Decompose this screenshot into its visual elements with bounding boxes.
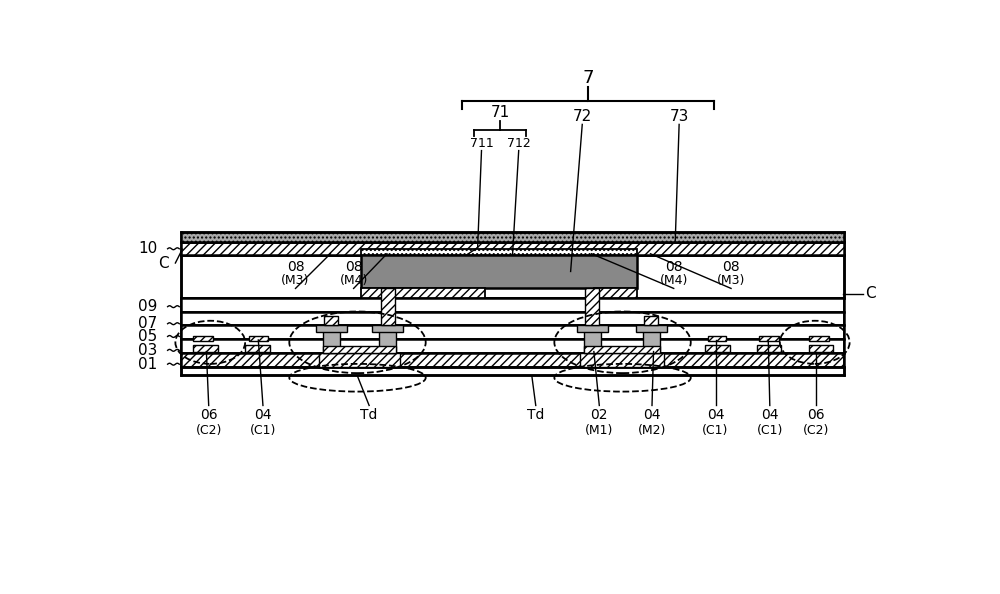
Bar — [181, 326, 844, 339]
Text: (M4): (M4) — [339, 274, 368, 287]
Bar — [193, 345, 218, 352]
Text: (M2): (M2) — [638, 424, 666, 437]
Bar — [181, 353, 844, 367]
Text: (C1): (C1) — [757, 424, 783, 437]
Text: Td: Td — [527, 407, 544, 422]
Text: 08: 08 — [722, 260, 740, 274]
Bar — [708, 336, 726, 341]
Bar — [361, 255, 637, 287]
Text: (C2): (C2) — [196, 424, 222, 437]
Text: 711: 711 — [470, 137, 493, 150]
Text: 05: 05 — [138, 329, 158, 344]
Bar — [181, 242, 844, 255]
Text: (C1): (C1) — [702, 424, 729, 437]
Bar — [809, 336, 829, 341]
Bar — [323, 346, 396, 353]
Bar — [577, 326, 608, 332]
Text: 10: 10 — [138, 241, 158, 256]
Text: 72: 72 — [573, 109, 592, 124]
Bar — [381, 287, 395, 326]
Bar — [584, 346, 660, 353]
Bar — [193, 336, 213, 341]
Bar — [585, 287, 599, 326]
Bar — [181, 367, 844, 375]
Bar — [584, 326, 601, 353]
Text: 08: 08 — [665, 260, 683, 274]
Text: Td: Td — [360, 407, 378, 422]
Bar — [361, 249, 637, 255]
Text: (M3): (M3) — [717, 274, 745, 287]
Bar — [757, 345, 781, 352]
Text: C: C — [158, 255, 169, 270]
Text: 04: 04 — [643, 407, 661, 422]
Bar — [324, 315, 338, 326]
Bar — [809, 345, 833, 352]
Bar — [594, 287, 637, 298]
Text: (M3): (M3) — [281, 274, 310, 287]
Text: 04: 04 — [707, 407, 724, 422]
Bar — [361, 287, 485, 298]
Text: 08: 08 — [345, 260, 362, 274]
Text: 712: 712 — [507, 137, 531, 150]
Bar — [181, 339, 844, 353]
Bar — [316, 326, 347, 332]
Text: 01: 01 — [138, 356, 158, 372]
Text: 06: 06 — [807, 407, 825, 422]
Text: 06: 06 — [200, 407, 218, 422]
Bar — [636, 326, 667, 332]
Text: (C2): (C2) — [803, 424, 829, 437]
Text: C: C — [865, 286, 876, 301]
Bar — [181, 311, 844, 326]
Text: (M4): (M4) — [660, 274, 688, 287]
Text: 09: 09 — [138, 299, 158, 314]
Bar — [580, 353, 664, 367]
Bar — [181, 255, 844, 298]
Text: (C1): (C1) — [250, 424, 276, 437]
Text: 04: 04 — [761, 407, 779, 422]
Bar — [643, 326, 660, 353]
Text: 07: 07 — [138, 316, 158, 331]
Bar — [323, 326, 340, 353]
Bar — [705, 345, 730, 352]
Bar — [245, 345, 270, 352]
Text: 7: 7 — [582, 69, 594, 87]
Bar — [249, 336, 268, 341]
Text: 73: 73 — [669, 109, 689, 124]
Text: 04: 04 — [254, 407, 272, 422]
Text: 03: 03 — [138, 343, 158, 358]
Text: 71: 71 — [490, 105, 510, 121]
Bar — [181, 298, 844, 311]
Bar — [319, 353, 400, 367]
Bar — [379, 326, 396, 353]
Bar — [644, 315, 658, 326]
Bar — [181, 232, 844, 242]
Text: (M1): (M1) — [585, 424, 613, 437]
Text: 02: 02 — [591, 407, 608, 422]
Text: 08: 08 — [287, 260, 304, 274]
Bar — [759, 336, 779, 341]
Bar — [372, 326, 403, 332]
